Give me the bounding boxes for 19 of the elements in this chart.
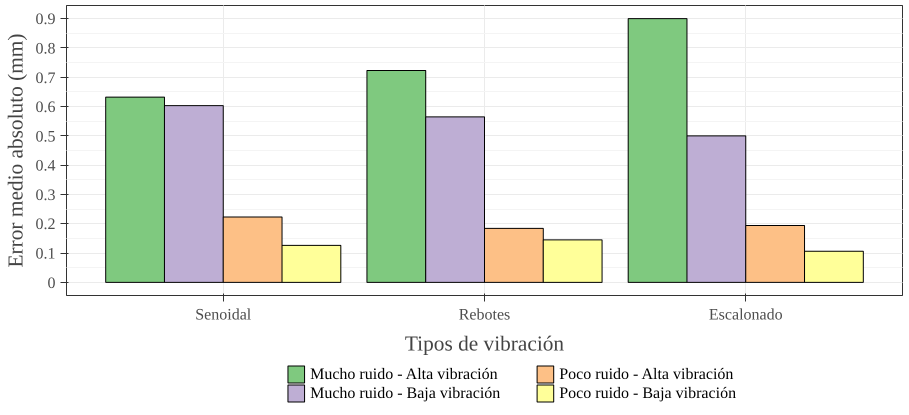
legend-label: Mucho ruido - Alta vibración — [310, 366, 498, 383]
legend-label: Poco ruido - Alta vibración — [559, 366, 734, 383]
x-tick-label: Rebotes — [458, 306, 510, 324]
y-tick-label: 0 — [48, 274, 56, 292]
y-tick-label: 0.7 — [36, 70, 56, 87]
legend-label: Poco ruido - Baja vibración — [559, 385, 736, 402]
y-tick-label: 0.1 — [36, 246, 56, 263]
x-tick-label: Senoidal — [195, 306, 252, 324]
x-axis-title: Tipos de vibración — [404, 332, 564, 356]
y-tick-label: 0.4 — [36, 158, 56, 175]
y-tick-label: 0.6 — [36, 99, 56, 116]
y-axis-title: Error medio absoluto (mm) — [4, 34, 28, 268]
y-tick-label: 0.9 — [36, 11, 56, 28]
y-tick-label: 0.5 — [36, 128, 56, 146]
legend-label: Mucho ruido - Baja vibración — [310, 385, 500, 402]
x-tick-label: Escalonado — [708, 306, 783, 324]
y-tick-label: 0.2 — [36, 216, 56, 234]
y-tick-label: 0.8 — [36, 40, 56, 58]
y-tick-label: 0.3 — [36, 186, 56, 204]
